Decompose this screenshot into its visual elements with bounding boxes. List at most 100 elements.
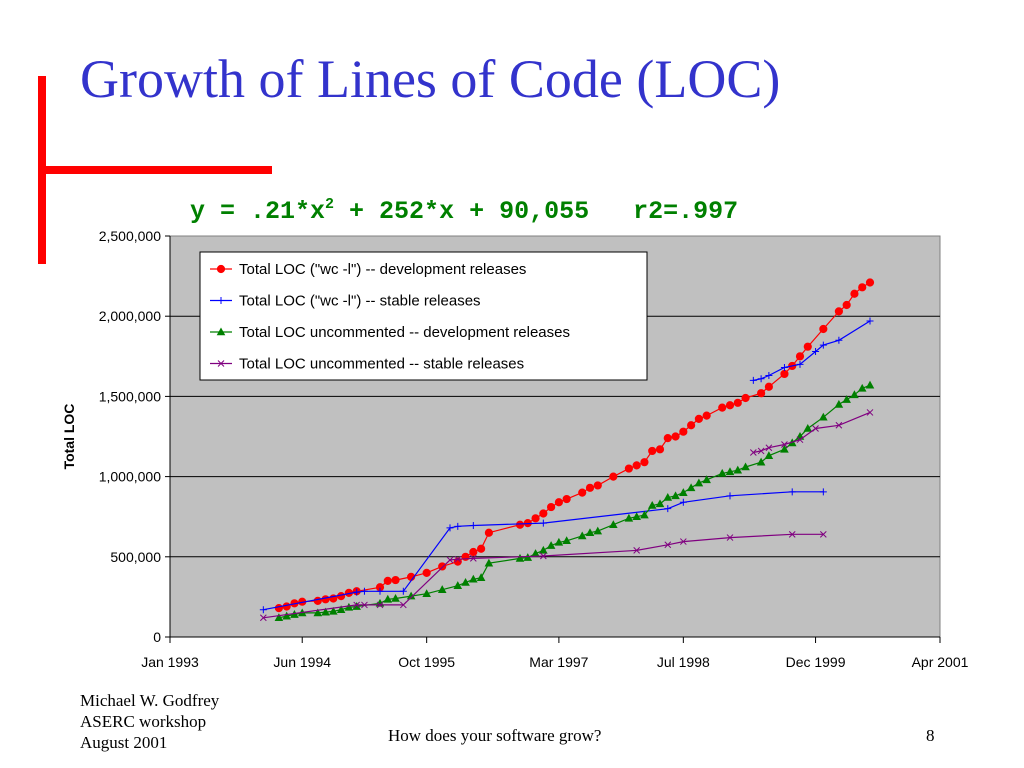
data-point <box>749 449 757 456</box>
data-point <box>725 467 735 476</box>
footer-info: Michael W. Godfrey ASERC workshop August… <box>80 690 219 753</box>
data-point <box>554 498 563 507</box>
data-point <box>344 602 354 611</box>
data-point <box>539 509 548 518</box>
data-point <box>476 573 486 581</box>
data-point <box>757 375 765 383</box>
data-point <box>609 520 618 529</box>
data-point <box>663 434 672 443</box>
data-point <box>812 425 819 432</box>
data-point <box>329 606 338 615</box>
data-point <box>655 499 665 508</box>
data-point <box>679 488 688 496</box>
data-point <box>216 327 226 336</box>
data-point <box>671 491 680 500</box>
footer-subtitle: How does your software grow? <box>388 726 602 745</box>
data-point <box>477 544 486 553</box>
data-point <box>515 553 525 562</box>
data-point <box>632 512 641 520</box>
data-point <box>835 421 843 429</box>
data-point <box>640 510 649 519</box>
y-axis-label: Total LOC <box>61 404 77 470</box>
series-circle <box>274 278 875 613</box>
data-point <box>663 492 673 501</box>
data-point <box>647 500 657 509</box>
data-point <box>454 522 462 530</box>
r-squared: r2=.997 <box>633 197 739 226</box>
x-tick-label: Jan 1993 <box>141 654 199 670</box>
x-tick-label: Oct 1995 <box>398 654 455 670</box>
data-point <box>866 409 874 416</box>
data-point <box>376 587 384 595</box>
data-point <box>360 587 368 595</box>
data-point <box>577 531 587 540</box>
y-tick-label: 0 <box>153 629 161 645</box>
data-point <box>624 464 633 473</box>
data-point <box>803 342 812 351</box>
data-point <box>484 528 493 537</box>
data-point <box>726 534 734 541</box>
x-tick-label: Apr 2001 <box>912 654 969 670</box>
footer-event: ASERC workshop <box>80 712 207 731</box>
data-point <box>702 475 711 484</box>
legend-entry: Total LOC uncommented -- stable releases <box>239 356 524 373</box>
data-point <box>376 601 384 609</box>
footer-date: August 2001 <box>80 733 168 752</box>
data-point <box>741 462 750 471</box>
data-point <box>593 481 602 490</box>
data-point <box>391 594 400 602</box>
data-point <box>438 562 447 571</box>
data-point <box>834 399 844 408</box>
equation-text: y = .21*x <box>190 197 326 226</box>
data-point <box>216 264 226 274</box>
data-point <box>702 411 711 420</box>
data-point <box>850 390 859 399</box>
x-tick-label: Jul 1998 <box>657 654 710 670</box>
x-tick-label: Mar 1997 <box>529 654 588 670</box>
page-number: 8 <box>926 726 935 745</box>
data-point <box>764 382 773 391</box>
data-point <box>469 522 477 530</box>
data-point <box>788 488 796 496</box>
data-point <box>788 530 796 538</box>
data-point <box>453 581 463 589</box>
data-point <box>725 401 735 410</box>
footer-author: Michael W. Godfrey <box>80 691 220 710</box>
data-point <box>694 414 703 423</box>
data-point <box>819 341 827 349</box>
data-point <box>850 289 859 298</box>
data-point <box>780 369 789 379</box>
data-point <box>655 445 665 454</box>
data-point <box>454 555 462 563</box>
data-point <box>819 530 827 538</box>
data-point <box>562 536 571 545</box>
series-plus <box>259 317 874 614</box>
data-point <box>546 541 556 549</box>
data-point <box>726 492 734 500</box>
data-point <box>515 520 525 529</box>
data-point <box>679 538 687 545</box>
data-point <box>765 444 773 452</box>
data-point <box>446 524 454 532</box>
data-point <box>585 483 595 492</box>
data-point <box>765 372 773 380</box>
data-point <box>796 360 804 368</box>
data-point <box>547 502 556 512</box>
data-point <box>664 505 672 513</box>
y-tick-label: 500,000 <box>110 549 161 565</box>
equation-rest: + 252*x + 90,055 <box>334 197 590 226</box>
data-point <box>259 614 267 622</box>
data-point <box>469 574 478 583</box>
data-point <box>469 555 477 562</box>
loc-chart: 0 500,000 1,000,000 1,500,000 2,000,000 2,500… <box>61 228 969 670</box>
y-tick-label: 1,000,000 <box>99 469 161 485</box>
slide-title: Growth of Lines of Code (LOC) <box>80 49 781 109</box>
data-point <box>741 393 750 403</box>
data-point <box>336 605 346 614</box>
data-point <box>217 297 225 304</box>
data-point <box>812 347 820 355</box>
data-point <box>282 611 291 620</box>
data-point <box>780 444 789 453</box>
data-point <box>469 547 478 557</box>
data-point <box>679 427 688 436</box>
